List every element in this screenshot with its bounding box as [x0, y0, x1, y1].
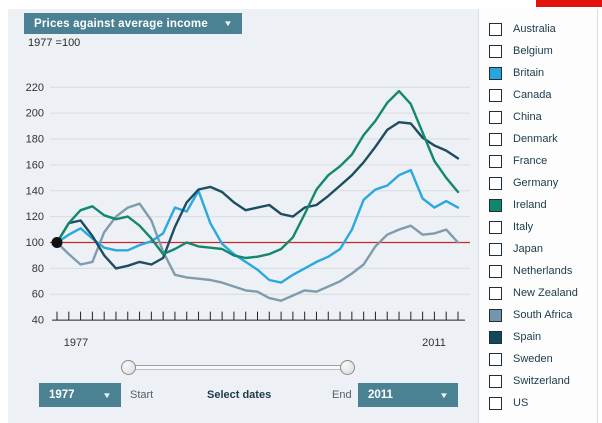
legend-item-new-zealand: New Zealand	[479, 282, 597, 304]
top-right-red-bar	[536, 0, 602, 7]
legend-label-italy: Italy	[513, 221, 534, 233]
legend-item-belgium: Belgium	[479, 40, 597, 62]
country-checklist: Australia Belgium Britain Canada China Denmar…	[478, 9, 598, 423]
checkbox-spain[interactable]	[489, 330, 502, 344]
legend-label-britain: Britain	[513, 67, 545, 79]
checkbox-britain[interactable]	[489, 66, 502, 80]
metric-dropdown[interactable]: Prices against average income ▼	[24, 13, 242, 34]
legend-item-south-africa: South Africa	[479, 304, 597, 326]
start-label: Start	[130, 389, 154, 401]
index-note: 1977 =100	[28, 37, 81, 49]
checkbox-canada[interactable]	[489, 88, 502, 102]
chevron-down-icon: ▼	[222, 19, 234, 28]
legend-item-japan: Japan	[479, 238, 597, 260]
legend-label-france: France	[513, 155, 548, 167]
legend-item-netherlands: Netherlands	[479, 260, 597, 282]
price-chart: 40 60 80 100 120 140 160 180 200 220 1977 2011	[26, 82, 470, 349]
legend-label-china: China	[513, 111, 542, 123]
slider-start-handle[interactable]	[121, 360, 136, 375]
x-axis-tick-label: 2011	[422, 337, 446, 349]
legend-item-italy: Italy	[479, 216, 597, 238]
series-line-south-africa	[55, 202, 460, 302]
checkbox-ireland[interactable]	[489, 198, 502, 212]
legend-label-denmark: Denmark	[513, 133, 558, 145]
series-line-britain	[55, 168, 460, 284]
checkbox-sweden[interactable]	[489, 352, 502, 366]
legend-label-ireland: Ireland	[513, 199, 547, 211]
checkbox-switzerland[interactable]	[489, 374, 502, 388]
chevron-down-icon: ▼	[439, 390, 449, 400]
legend-label-netherlands: Netherlands	[513, 265, 573, 277]
y-axis-tick-label: 140	[26, 185, 44, 197]
end-year-value: 2011	[368, 389, 393, 401]
checkbox-new-zealand[interactable]	[489, 286, 502, 300]
legend-item-germany: Germany	[479, 172, 597, 194]
legend-label-belgium: Belgium	[513, 45, 553, 57]
checkbox-denmark[interactable]	[489, 132, 502, 146]
y-axis-tick-label: 60	[32, 289, 44, 301]
y-axis-tick-label: 80	[32, 263, 44, 275]
chevron-down-icon: ▼	[102, 390, 112, 400]
y-axis-tick-label: 220	[26, 82, 44, 94]
y-axis-tick-label: 40	[32, 315, 44, 327]
slider-end-handle[interactable]	[340, 360, 355, 375]
checkbox-belgium[interactable]	[489, 44, 502, 58]
start-year-dropdown[interactable]: 1977 ▼	[39, 383, 121, 407]
legend-item-britain: Britain	[479, 62, 597, 84]
legend-item-switzerland: Switzerland	[479, 370, 597, 392]
legend-item-australia: Australia	[479, 18, 597, 40]
legend-label-germany: Germany	[513, 177, 559, 189]
legend-label-australia: Australia	[513, 23, 556, 35]
start-year-value: 1977	[49, 389, 75, 401]
legend-item-us: US	[479, 392, 597, 414]
y-axis-tick-label: 160	[26, 159, 44, 171]
legend-label-new-zealand: New Zealand	[513, 287, 578, 299]
legend-item-france: France	[479, 150, 597, 172]
legend-item-denmark: Denmark	[479, 128, 597, 150]
legend-label-switzerland: Switzerland	[513, 375, 570, 387]
legend-label-south-africa: South Africa	[513, 309, 573, 321]
select-dates-label: Select dates	[207, 389, 272, 401]
legend-item-ireland: Ireland	[479, 194, 597, 216]
checkbox-netherlands[interactable]	[489, 264, 502, 278]
metric-dropdown-label: Prices against average income	[34, 17, 208, 30]
end-year-dropdown[interactable]: 2011 ▼	[358, 383, 458, 407]
series-line-ireland	[55, 89, 460, 260]
legend-label-japan: Japan	[513, 243, 543, 255]
y-axis-tick-label: 200	[26, 108, 44, 120]
start-point-marker	[51, 237, 63, 248]
y-axis-tick-label: 180	[26, 134, 44, 146]
chart-panel: Prices against average income ▼ 1977 =10…	[8, 9, 478, 423]
checkbox-australia[interactable]	[489, 22, 502, 36]
legend-label-spain: Spain	[513, 331, 542, 343]
date-range-slider-track[interactable]	[128, 365, 347, 370]
y-axis-tick-label: 120	[26, 211, 44, 223]
legend-item-spain: Spain	[479, 326, 597, 348]
series-line-spain	[55, 120, 460, 270]
legend-item-canada: Canada	[479, 84, 597, 106]
legend-item-sweden: Sweden	[479, 348, 597, 370]
checkbox-france[interactable]	[489, 154, 502, 168]
legend-label-sweden: Sweden	[513, 353, 553, 365]
checkbox-us[interactable]	[489, 396, 502, 410]
checkbox-germany[interactable]	[489, 176, 502, 190]
checkbox-japan[interactable]	[489, 242, 502, 256]
checkbox-italy[interactable]	[489, 220, 502, 234]
end-label: End	[332, 389, 352, 401]
checkbox-south-africa[interactable]	[489, 308, 502, 322]
y-axis-tick-label: 100	[26, 237, 44, 249]
legend-label-us: US	[513, 397, 529, 409]
x-axis-tick-label: 1977	[64, 337, 88, 349]
checkbox-china[interactable]	[489, 110, 502, 124]
legend-label-canada: Canada	[513, 89, 552, 101]
legend-item-china: China	[479, 106, 597, 128]
